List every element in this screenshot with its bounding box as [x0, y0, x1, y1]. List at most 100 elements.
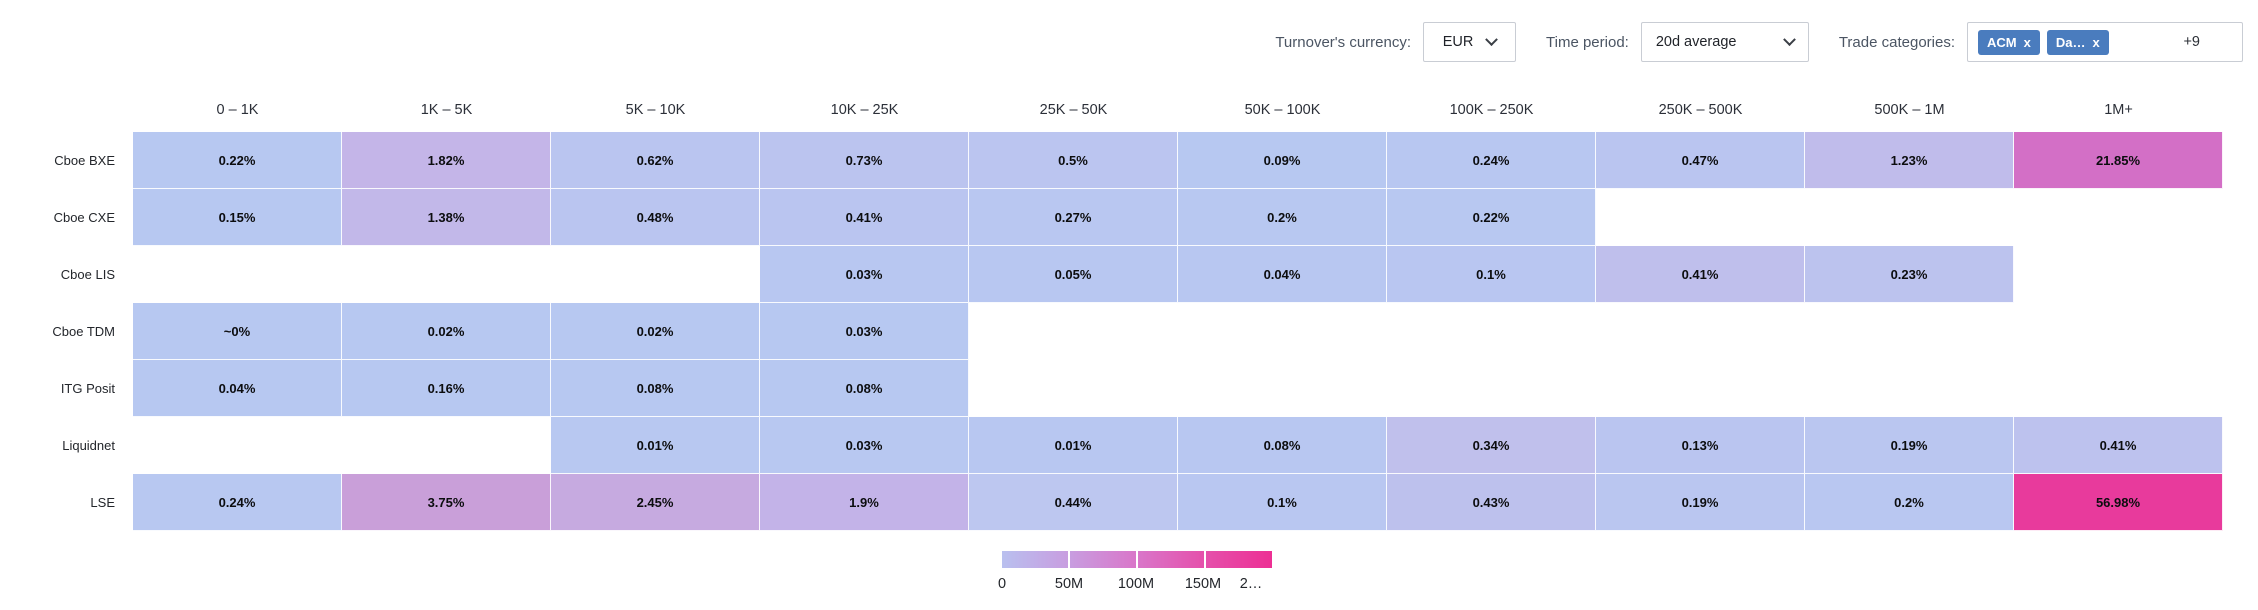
column-header: 1M+: [2104, 102, 2133, 118]
heatmap-cell[interactable]: 0.48%: [551, 189, 760, 246]
remove-chip-icon[interactable]: x: [2023, 34, 2031, 50]
row-label: Liquidnet: [62, 438, 115, 453]
heatmap-row: Cboe BXE 0.22% 1.82% 0.62% 0.73% 0.5% 0.09% 0.2…: [0, 132, 2223, 189]
heatmap-cell[interactable]: 0.1%: [1387, 246, 1596, 303]
heatmap-cell[interactable]: 0.02%: [551, 303, 760, 360]
heatmap-cell[interactable]: 0.08%: [760, 360, 969, 417]
heatmap-cell[interactable]: 1.23%: [1805, 132, 2014, 189]
heatmap-cell-empty: [342, 246, 551, 303]
heatmap-row: ITG Posit 0.04% 0.16% 0.08% 0.08%: [0, 360, 2223, 417]
row-label: LSE: [90, 495, 115, 510]
heatmap-cell-empty: [2014, 360, 2223, 417]
column-header: 25K – 50K: [1039, 102, 1108, 118]
heatmap-cell[interactable]: 0.04%: [133, 360, 342, 417]
legend-tick-label: 150M: [1184, 576, 1222, 592]
heatmap-cell[interactable]: 0.24%: [133, 474, 342, 531]
heatmap-cell[interactable]: 0.41%: [760, 189, 969, 246]
heatmap-cell[interactable]: 0.03%: [760, 246, 969, 303]
heatmap-cell[interactable]: 1.82%: [342, 132, 551, 189]
heatmap-cell[interactable]: 0.01%: [551, 417, 760, 474]
time-period-select[interactable]: 20d average: [1640, 22, 1809, 62]
heatmap-cell-empty: [551, 246, 760, 303]
heatmap-cell[interactable]: 0.09%: [1178, 132, 1387, 189]
heatmap-cell-empty: [1387, 360, 1596, 417]
heatmap-cell[interactable]: 1.38%: [342, 189, 551, 246]
heatmap-cell-empty: [969, 360, 1178, 417]
heatmap-cell[interactable]: 0.1%: [1178, 474, 1387, 531]
heatmap-cell[interactable]: 0.2%: [1805, 474, 2014, 531]
heatmap-cell[interactable]: 0.5%: [969, 132, 1178, 189]
heatmap-cell[interactable]: 0.41%: [2014, 417, 2223, 474]
heatmap-cell[interactable]: 0.19%: [1805, 417, 2014, 474]
heatmap-cell[interactable]: 0.08%: [1178, 417, 1387, 474]
turnover-heatmap: 0 – 1K 1K – 5K 5K – 10K 10K – 25K 25K – 50K 5…: [0, 88, 2223, 531]
heatmap-cell-empty: [2014, 246, 2223, 303]
remove-chip-icon[interactable]: x: [2092, 34, 2100, 50]
legend-tick-label: 2…: [1239, 576, 1263, 592]
heatmap-cell[interactable]: 0.22%: [133, 132, 342, 189]
category-chip[interactable]: Da… x: [2046, 29, 2109, 55]
heatmap-cell-empty: [1805, 360, 2014, 417]
heatmap-cell[interactable]: 1.9%: [760, 474, 969, 531]
legend-tick-label: 50M: [1054, 576, 1084, 592]
heatmap-cell[interactable]: 0.27%: [969, 189, 1178, 246]
heatmap-cell[interactable]: 0.62%: [551, 132, 760, 189]
heatmap-cell-empty: [1596, 360, 1805, 417]
row-label: Cboe BXE: [54, 153, 115, 168]
legend-tick-label: 100M: [1117, 576, 1155, 592]
heatmap-cell-empty: [1596, 303, 1805, 360]
column-header: 1K – 5K: [420, 102, 473, 118]
heatmap-cell[interactable]: 3.75%: [342, 474, 551, 531]
heatmap-cell[interactable]: 0.24%: [1387, 132, 1596, 189]
heatmap-cell[interactable]: 0.44%: [969, 474, 1178, 531]
heatmap-cell-empty: [2014, 189, 2223, 246]
legend-ticks: 0 50M 100M 150M 2…: [998, 576, 1272, 596]
heatmap-cell[interactable]: 0.02%: [342, 303, 551, 360]
category-chip[interactable]: ACM x: [1978, 29, 2040, 55]
row-label: Cboe CXE: [53, 210, 115, 225]
heatmap-row: Cboe TDM ~0% 0.02% 0.02% 0.03%: [0, 303, 2223, 360]
heatmap-cell[interactable]: 0.13%: [1596, 417, 1805, 474]
heatmap-cell[interactable]: 0.43%: [1387, 474, 1596, 531]
heatmap-cell[interactable]: 0.15%: [133, 189, 342, 246]
legend-gradient-bar: [1002, 551, 1272, 568]
heatmap-cell[interactable]: 0.41%: [1596, 246, 1805, 303]
heatmap-cell[interactable]: 0.04%: [1178, 246, 1387, 303]
color-scale-legend: 0 50M 100M 150M 2…: [998, 551, 1272, 596]
heatmap-corner: [0, 88, 133, 132]
trade-categories-input[interactable]: ACM x Da… x +9: [1967, 22, 2243, 62]
legend-gradient-segment: [1206, 551, 1272, 568]
heatmap-cell-empty: [1596, 189, 1805, 246]
heatmap-cell-empty: [2014, 303, 2223, 360]
heatmap-cell[interactable]: 56.98%: [2014, 474, 2223, 531]
heatmap-cell[interactable]: 0.19%: [1596, 474, 1805, 531]
heatmap-cell[interactable]: 21.85%: [2014, 132, 2223, 189]
heatmap-cell-empty: [1805, 303, 2014, 360]
heatmap-cell-empty: [342, 417, 551, 474]
legend-tick-label: 0: [997, 576, 1007, 592]
category-chip-label: ACM: [1987, 34, 2017, 50]
heatmap-cell[interactable]: ~0%: [133, 303, 342, 360]
heatmap-cell[interactable]: 0.34%: [1387, 417, 1596, 474]
heatmap-row: Liquidnet 0.01% 0.03% 0.01% 0.08% 0.34% 0.13% 0…: [0, 417, 2223, 474]
heatmap-cell[interactable]: 0.08%: [551, 360, 760, 417]
heatmap-cell-empty: [133, 417, 342, 474]
heatmap-cell[interactable]: 0.03%: [760, 303, 969, 360]
heatmap-cell[interactable]: 0.22%: [1387, 189, 1596, 246]
more-categories-count[interactable]: +9: [2183, 34, 2200, 50]
heatmap-cell[interactable]: 0.16%: [342, 360, 551, 417]
heatmap-cell-empty: [1387, 303, 1596, 360]
legend-gradient-segment: [1138, 551, 1204, 568]
heatmap-cell[interactable]: 0.05%: [969, 246, 1178, 303]
heatmap-cell[interactable]: 0.73%: [760, 132, 969, 189]
currency-select[interactable]: EUR: [1423, 22, 1517, 62]
heatmap-cell[interactable]: 0.23%: [1805, 246, 2014, 303]
currency-label: Turnover's currency:: [1275, 33, 1412, 51]
heatmap-cell[interactable]: 2.45%: [551, 474, 760, 531]
heatmap-cell[interactable]: 0.47%: [1596, 132, 1805, 189]
row-label: Cboe LIS: [60, 267, 115, 282]
heatmap-cell[interactable]: 0.01%: [969, 417, 1178, 474]
chevron-down-icon: [1782, 32, 1796, 46]
heatmap-cell[interactable]: 0.2%: [1178, 189, 1387, 246]
heatmap-cell[interactable]: 0.03%: [760, 417, 969, 474]
